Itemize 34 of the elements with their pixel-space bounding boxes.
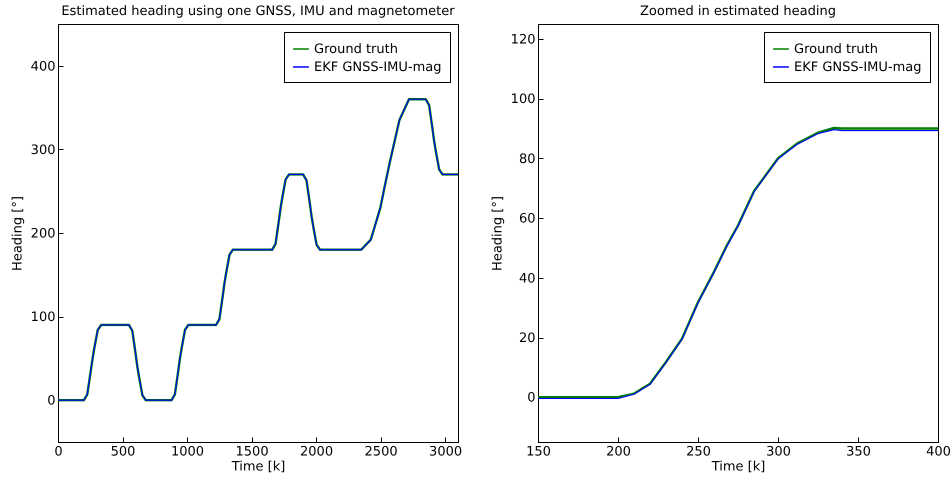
chart-title: Zoomed in estimated heading bbox=[640, 4, 836, 19]
y-axis-title: Heading [°] bbox=[10, 196, 26, 271]
y-tick-label: 0 bbox=[527, 390, 536, 406]
x-tick-label: 1000 bbox=[170, 444, 204, 460]
y-tick-label: 100 bbox=[30, 310, 56, 326]
x-axis-title: Time [k] bbox=[230, 460, 286, 474]
legend-label: Ground truth bbox=[314, 42, 398, 57]
legend-label: Ground truth bbox=[794, 42, 878, 57]
y-tick-label: 40 bbox=[518, 271, 536, 286]
x-tick-label: 400 bbox=[926, 444, 951, 460]
x-axis-title: Time [k] bbox=[710, 460, 766, 474]
y-tick-label: 80 bbox=[518, 152, 536, 167]
y-tick-label: 120 bbox=[510, 32, 536, 48]
x-tick-label: 2000 bbox=[300, 444, 334, 460]
x-tick-label: 2500 bbox=[364, 444, 398, 460]
x-tick-label: 350 bbox=[846, 444, 871, 460]
y-tick-label: 100 bbox=[510, 92, 536, 108]
x-tick-label: 150 bbox=[526, 444, 551, 460]
y-tick-label: 200 bbox=[30, 226, 56, 242]
x-tick-label: 3000 bbox=[429, 444, 462, 460]
y-tick-label: 20 bbox=[518, 331, 536, 346]
chart-title: Estimated heading using one GNSS, IMU and magnetometer bbox=[61, 4, 456, 19]
y-tick-label: 60 bbox=[518, 212, 536, 227]
x-tick-label: 200 bbox=[606, 444, 631, 460]
y-tick-label: 300 bbox=[30, 142, 56, 158]
x-tick-label: 250 bbox=[686, 444, 711, 460]
x-tick-label: 300 bbox=[766, 444, 791, 460]
x-tick-label: 500 bbox=[110, 444, 136, 460]
x-tick-label: 1500 bbox=[236, 444, 269, 460]
legend-label: EKF GNSS-IMU-mag bbox=[794, 60, 922, 75]
y-tick-label: 400 bbox=[30, 59, 56, 74]
y-tick-label: 0 bbox=[47, 394, 56, 409]
y-axis-title: Heading [°] bbox=[490, 196, 506, 271]
legend-label: EKF GNSS-IMU-mag bbox=[314, 60, 442, 75]
